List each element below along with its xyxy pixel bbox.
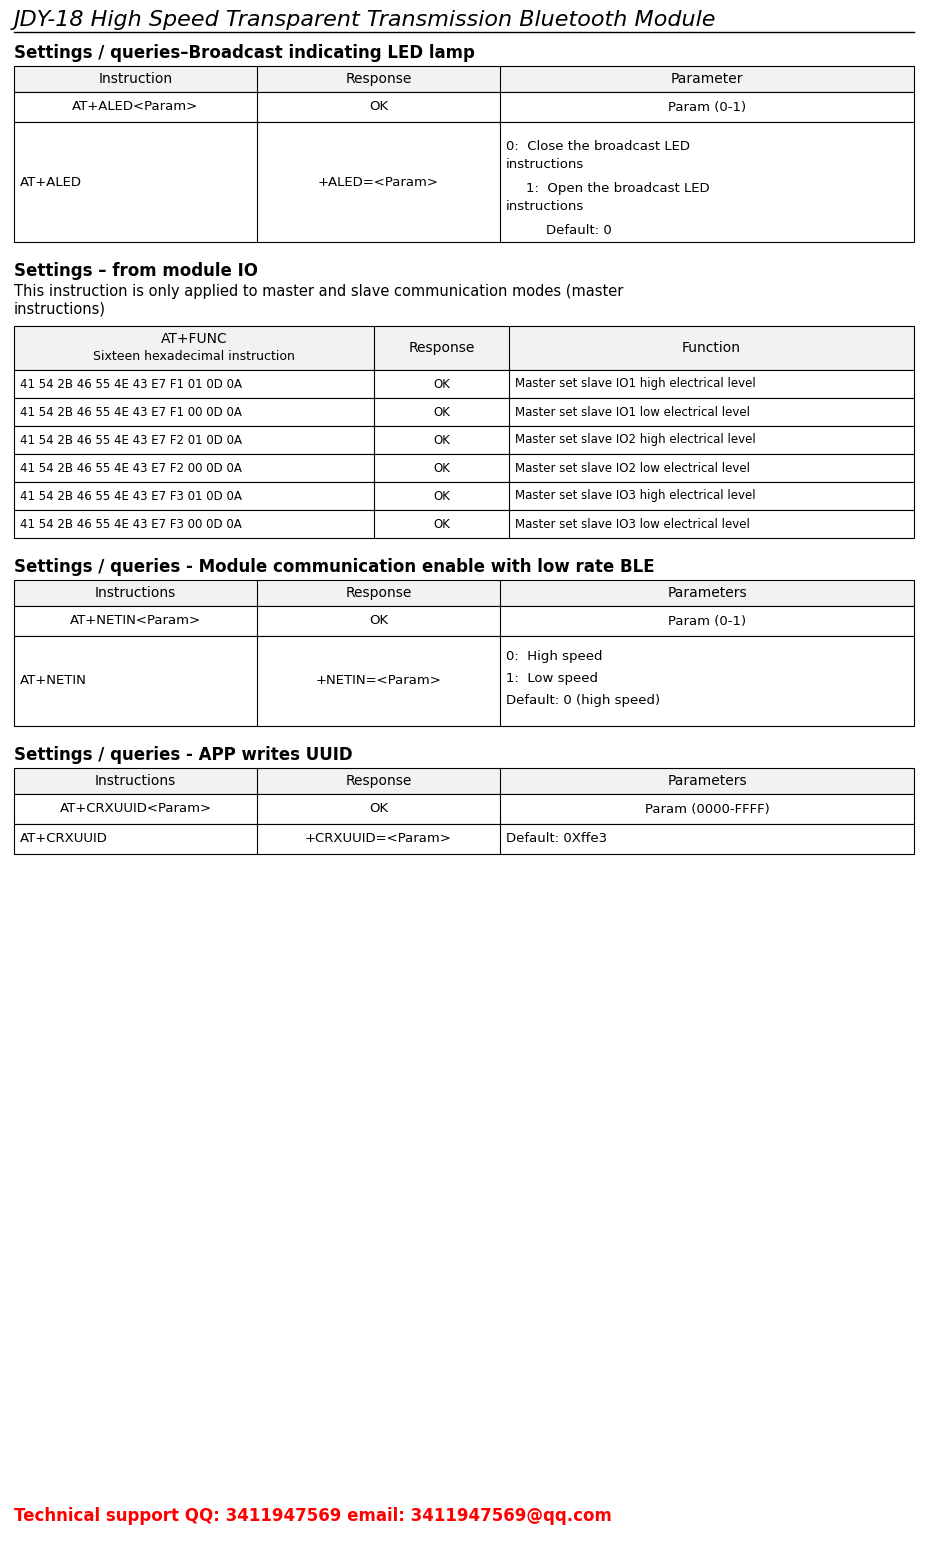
Text: Instructions: Instructions [95,585,176,599]
Text: 1:  Low speed: 1: Low speed [505,672,597,685]
Bar [14,825,913,854]
Text: Instruction: Instruction [98,71,172,85]
Text: AT+NETIN<Param>: AT+NETIN<Param> [70,615,201,627]
Bar [14,370,913,398]
Text: OK: OK [433,377,450,390]
Text: instructions): instructions) [14,301,106,317]
Text: OK: OK [369,803,387,815]
Text: 41 54 2B 46 55 4E 43 E7 F3 00 0D 0A: 41 54 2B 46 55 4E 43 E7 F3 00 0D 0A [20,517,242,531]
Text: 41 54 2B 46 55 4E 43 E7 F3 01 0D 0A: 41 54 2B 46 55 4E 43 E7 F3 01 0D 0A [20,489,242,503]
Text: Param (0-1): Param (0-1) [667,615,745,627]
Text: AT+ALED: AT+ALED [20,175,82,188]
Text: OK: OK [369,101,387,113]
Text: 41 54 2B 46 55 4E 43 E7 F1 01 0D 0A: 41 54 2B 46 55 4E 43 E7 F1 01 0D 0A [20,377,242,390]
Bar [14,637,913,725]
Text: instructions: instructions [505,158,584,171]
Text: instructions: instructions [505,200,584,213]
Text: Default: 0 (high speed): Default: 0 (high speed) [505,694,659,707]
Bar [14,481,913,509]
Text: Function: Function [681,342,740,356]
Bar [14,65,913,92]
Text: Settings / queries–Broadcast indicating LED lamp: Settings / queries–Broadcast indicating … [14,43,475,62]
Text: Instructions: Instructions [95,773,176,787]
Text: Response: Response [408,342,475,356]
Text: Settings / queries - APP writes UUID: Settings / queries - APP writes UUID [14,745,352,764]
Text: Master set slave IO1 low electrical level: Master set slave IO1 low electrical leve… [514,405,749,418]
Bar [14,579,913,606]
Text: Parameters: Parameters [667,585,746,599]
Bar [14,509,913,537]
Text: JDY-18 High Speed Transparent Transmission Bluetooth Module: JDY-18 High Speed Transparent Transmissi… [14,9,716,30]
Text: 0:  High speed: 0: High speed [505,651,602,663]
Text: OK: OK [433,461,450,475]
Text: +CRXUUID=<Param>: +CRXUUID=<Param> [305,832,451,845]
Text: OK: OK [433,489,450,503]
Text: Response: Response [345,71,412,85]
Text: AT+CRXUUID<Param>: AT+CRXUUID<Param> [59,803,211,815]
Text: +NETIN=<Param>: +NETIN=<Param> [315,674,441,688]
Text: 41 54 2B 46 55 4E 43 E7 F2 01 0D 0A: 41 54 2B 46 55 4E 43 E7 F2 01 0D 0A [20,433,242,447]
Bar [14,794,913,825]
Text: Parameters: Parameters [667,773,746,787]
Text: OK: OK [433,405,450,418]
Text: This instruction is only applied to master and slave communication modes (master: This instruction is only applied to mast… [14,284,623,300]
Text: Param (0000-FFFF): Param (0000-FFFF) [644,803,768,815]
Text: Master set slave IO2 low electrical level: Master set slave IO2 low electrical leve… [514,461,749,475]
Text: Default: 0Xffe3: Default: 0Xffe3 [505,832,606,845]
Text: Master set slave IO1 high electrical level: Master set slave IO1 high electrical lev… [514,377,755,390]
Text: 1:  Open the broadcast LED: 1: Open the broadcast LED [526,182,709,196]
Text: Master set slave IO3 high electrical level: Master set slave IO3 high electrical lev… [514,489,755,503]
Bar [14,123,913,242]
Text: Technical support QQ: 3411947569 email: 3411947569@qq.com: Technical support QQ: 3411947569 email: … [14,1506,611,1525]
Bar [14,426,913,453]
Bar [14,92,913,123]
Text: AT+ALED<Param>: AT+ALED<Param> [72,101,198,113]
Text: Sixteen hexadecimal instruction: Sixteen hexadecimal instruction [93,351,295,363]
Text: Settings – from module IO: Settings – from module IO [14,262,258,280]
Text: OK: OK [433,517,450,531]
Text: Settings / queries - Module communication enable with low rate BLE: Settings / queries - Module communicatio… [14,558,654,576]
Text: 41 54 2B 46 55 4E 43 E7 F2 00 0D 0A: 41 54 2B 46 55 4E 43 E7 F2 00 0D 0A [20,461,242,475]
Text: Default: 0: Default: 0 [545,224,611,238]
Text: OK: OK [369,615,387,627]
Text: Parameter: Parameter [670,71,743,85]
Bar [14,326,913,370]
Text: Master set slave IO3 low electrical level: Master set slave IO3 low electrical leve… [514,517,749,531]
Bar [14,453,913,481]
Text: Master set slave IO2 high electrical level: Master set slave IO2 high electrical lev… [514,433,755,447]
Text: 41 54 2B 46 55 4E 43 E7 F1 00 0D 0A: 41 54 2B 46 55 4E 43 E7 F1 00 0D 0A [20,405,242,418]
Text: 0:  Close the broadcast LED: 0: Close the broadcast LED [505,140,690,154]
Bar [14,606,913,637]
Bar [14,769,913,794]
Text: AT+FUNC: AT+FUNC [160,332,227,346]
Text: Response: Response [345,773,412,787]
Text: AT+NETIN: AT+NETIN [20,674,87,688]
Text: Response: Response [345,585,412,599]
Text: AT+CRXUUID: AT+CRXUUID [20,832,108,845]
Bar [14,398,913,426]
Text: Param (0-1): Param (0-1) [667,101,745,113]
Text: +ALED=<Param>: +ALED=<Param> [318,175,438,188]
Text: OK: OK [433,433,450,447]
